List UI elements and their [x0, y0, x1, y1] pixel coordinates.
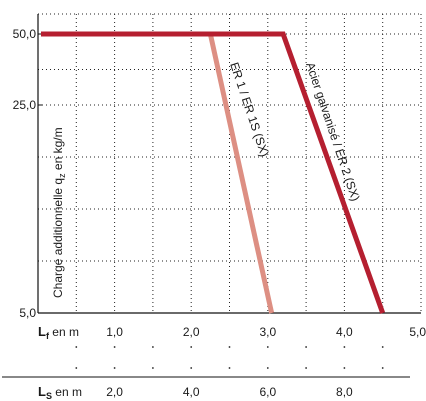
series-label-acier: Acier galvanisé / ER 2 (SX): [303, 61, 362, 203]
y-axis-label-sub: z: [57, 173, 67, 178]
y-tick-label: 50,0: [13, 27, 37, 41]
x-tick-label-primary: 5,0: [409, 325, 426, 339]
x-tick-labels-primary: 1,0 2,0 3,0 4,0 5,0: [75, 325, 426, 348]
x-axis-dot: [113, 346, 116, 348]
x-axis-secondary-label-main: L: [38, 384, 46, 399]
x-tick-label-secondary: 6,0: [259, 385, 276, 399]
x-tick-label-primary: 2,0: [183, 325, 200, 339]
x-tick-labels-secondary: 2,0 4,0 6,0 8,0: [106, 385, 353, 399]
x-tick-label-primary: 4,0: [336, 325, 353, 339]
y-axis-label: Charge additionnelle qz en kg/m: [51, 127, 67, 298]
y-tick-label: 25,0: [13, 98, 37, 112]
x-tick-label-secondary: 8,0: [336, 385, 353, 399]
x-axis-dot: [343, 346, 346, 348]
x-axis-primary-label-suffix: en m: [49, 325, 79, 339]
x-tick-label-primary: 1,0: [106, 325, 123, 339]
y-axis-label-suffix: en kg/m: [51, 127, 65, 173]
x-axis-dot: [305, 346, 307, 348]
series-lines: [41, 31, 386, 314]
axes: [37, 14, 421, 314]
x-axis-dot: [381, 346, 384, 348]
secondary-axis-dot: [75, 367, 78, 369]
x-axis-dot: [190, 346, 193, 348]
x-axis-secondary-label-suffix: en m: [52, 385, 82, 399]
secondary-axis-dot: [381, 367, 384, 369]
x-axis-primary-label-main: L: [38, 324, 46, 339]
secondary-axis-dot: [152, 367, 154, 369]
secondary-axis: [2, 367, 410, 378]
grid-lines: [38, 13, 422, 313]
series-line-acier: [41, 31, 386, 314]
x-tick-label-secondary: 2,0: [106, 385, 123, 399]
secondary-axis-dot: [190, 367, 193, 369]
secondary-axis-dot: [113, 367, 116, 369]
x-tick-label-primary: 3,0: [259, 325, 276, 339]
x-axis-primary-label: Lf en m: [38, 324, 79, 341]
x-axis-secondary-label: LS en m: [38, 384, 82, 401]
x-tick-label-secondary: 4,0: [183, 385, 200, 399]
secondary-axis-dot: [266, 367, 269, 369]
x-axis-dot: [228, 346, 231, 348]
secondary-axis-dot: [305, 367, 307, 369]
x-axis-dot: [266, 346, 269, 348]
series-line-er1: [207, 33, 275, 314]
x-axis-dot: [152, 346, 154, 348]
secondary-axis-dot: [228, 367, 231, 369]
x-axis-secondary-label-sub: S: [46, 391, 52, 401]
y-tick-label: 5,0: [19, 306, 36, 320]
secondary-axis-dot: [343, 367, 346, 369]
y-axis-label-prefix: Charge additionnelle q: [51, 178, 65, 298]
x-axis-primary-label-sub: f: [46, 331, 50, 341]
x-axis-dot: [75, 346, 78, 348]
y-tick-labels: 50,0 25,0 5,0: [13, 27, 42, 320]
